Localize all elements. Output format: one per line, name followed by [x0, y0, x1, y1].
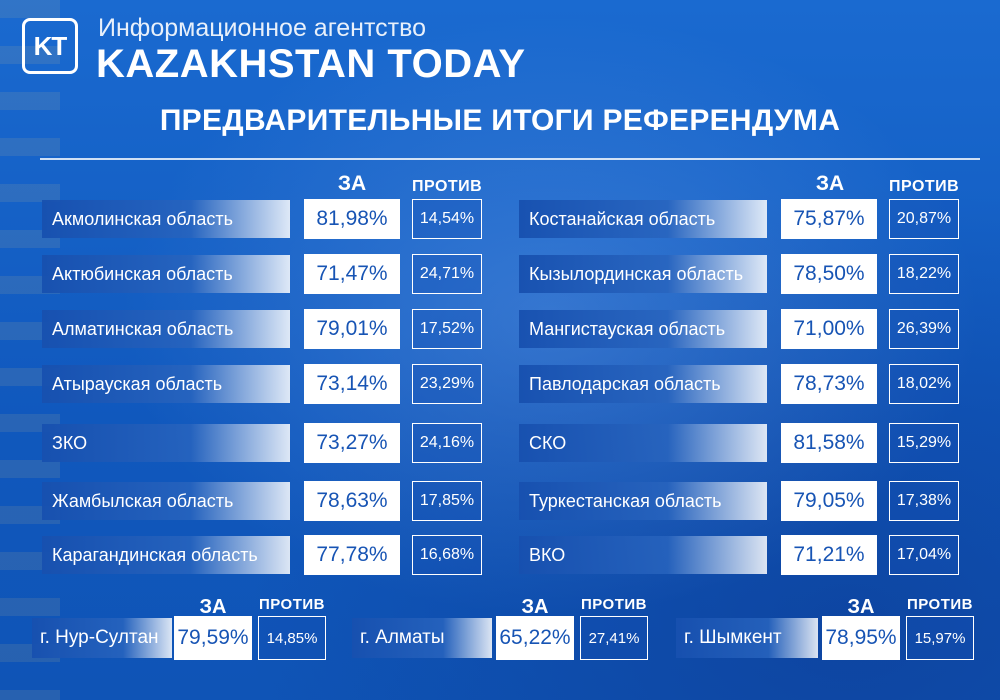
- table-row: Алматинская область 79,01% 17,52%: [42, 309, 482, 349]
- header-protiv-city1: ПРОТИВ: [258, 596, 326, 613]
- header-za-city1: ЗА: [199, 596, 227, 618]
- protiv-value: 15,29%: [889, 423, 959, 463]
- table-row: Туркестанская область 79,05% 17,38%: [519, 481, 959, 521]
- protiv-value: 15,97%: [906, 616, 974, 660]
- header-za-city2: ЗА: [521, 596, 549, 618]
- region-name: ВКО: [519, 536, 767, 574]
- header-protiv-right: ПРОТИВ: [889, 178, 960, 195]
- header-protiv-left: ПРОТИВ: [412, 178, 483, 195]
- table-row: Жамбылская область 78,63% 17,85%: [42, 481, 482, 521]
- table-row: Кызылординская область 78,50% 18,22%: [519, 254, 959, 294]
- region-name: Павлодарская область: [519, 365, 767, 403]
- header-protiv-city2: ПРОТИВ: [580, 596, 648, 613]
- brand-title: KAZAKHSTAN TODAY: [96, 42, 526, 86]
- za-value: 79,59%: [174, 616, 252, 660]
- city-row: г. Алматы 65,22% 27,41%: [352, 616, 649, 660]
- protiv-value: 17,04%: [889, 535, 959, 575]
- protiv-value: 17,52%: [412, 309, 482, 349]
- protiv-value: 20,87%: [889, 199, 959, 239]
- page-title: ПРЕДВАРИТЕЛЬНЫЕ ИТОГИ РЕФЕРЕНДУМА: [159, 104, 841, 137]
- protiv-value: 27,41%: [580, 616, 648, 660]
- city-name: г. Шымкент: [676, 618, 818, 658]
- protiv-value: 17,38%: [889, 481, 959, 521]
- region-name: Алматинская область: [42, 310, 290, 348]
- za-value: 81,98%: [304, 199, 400, 239]
- region-name: Мангистауская область: [519, 310, 767, 348]
- agency-subtitle: Информационное агентство: [98, 14, 427, 42]
- za-value: 65,22%: [496, 616, 574, 660]
- protiv-value: 24,16%: [412, 423, 482, 463]
- table-row: Костанайская область 75,87% 20,87%: [519, 199, 959, 239]
- protiv-value: 24,71%: [412, 254, 482, 294]
- region-name: Атырауская область: [42, 365, 290, 403]
- za-value: 75,87%: [781, 199, 877, 239]
- divider: [40, 158, 980, 160]
- protiv-value: 17,85%: [412, 481, 482, 521]
- za-value: 79,01%: [304, 309, 400, 349]
- protiv-value: 14,54%: [412, 199, 482, 239]
- table-row: Карагандинская область 77,78% 16,68%: [42, 535, 482, 575]
- za-value: 78,63%: [304, 481, 400, 521]
- za-value: 73,27%: [304, 423, 400, 463]
- logo-icon: KT: [22, 18, 78, 74]
- region-name: Туркестанская область: [519, 482, 767, 520]
- city-row: г. Шымкент 78,95% 15,97%: [676, 616, 974, 660]
- za-value: 78,95%: [822, 616, 900, 660]
- protiv-value: 14,85%: [258, 616, 326, 660]
- protiv-value: 23,29%: [412, 364, 482, 404]
- table-row: Атырауская область 73,14% 23,29%: [42, 364, 482, 404]
- table-row: Актюбинская область 71,47% 24,71%: [42, 254, 482, 294]
- city-name: г. Нур-Султан: [32, 618, 172, 658]
- header-protiv-city3: ПРОТИВ: [906, 596, 974, 613]
- protiv-value: 26,39%: [889, 309, 959, 349]
- za-value: 77,78%: [304, 535, 400, 575]
- region-name: СКО: [519, 424, 767, 462]
- city-row: г. Нур-Султан 79,59% 14,85%: [32, 616, 327, 660]
- za-value: 79,05%: [781, 481, 877, 521]
- header-za-city3: ЗА: [847, 596, 875, 618]
- za-value: 73,14%: [304, 364, 400, 404]
- table-row: ЗКО 73,27% 24,16%: [42, 423, 482, 463]
- region-name: Костанайская область: [519, 200, 767, 238]
- region-name: Жамбылская область: [42, 482, 290, 520]
- region-name: Актюбинская область: [42, 255, 290, 293]
- table-row: ВКО 71,21% 17,04%: [519, 535, 959, 575]
- table-row: Павлодарская область 78,73% 18,02%: [519, 364, 959, 404]
- table-row: СКО 81,58% 15,29%: [519, 423, 959, 463]
- header-za-left: ЗА: [337, 172, 367, 195]
- region-name: Акмолинская область: [42, 200, 290, 238]
- protiv-value: 18,02%: [889, 364, 959, 404]
- region-name: ЗКО: [42, 424, 290, 462]
- za-value: 71,21%: [781, 535, 877, 575]
- protiv-value: 16,68%: [412, 535, 482, 575]
- za-value: 78,73%: [781, 364, 877, 404]
- table-row: Акмолинская область 81,98% 14,54%: [42, 199, 482, 239]
- region-name: Кызылординская область: [519, 255, 767, 293]
- za-value: 78,50%: [781, 254, 877, 294]
- header-za-right: ЗА: [815, 172, 845, 195]
- flag-ornament: [0, 0, 60, 700]
- region-name: Карагандинская область: [42, 536, 290, 574]
- protiv-value: 18,22%: [889, 254, 959, 294]
- city-name: г. Алматы: [352, 618, 492, 658]
- za-value: 71,47%: [304, 254, 400, 294]
- table-row: Мангистауская область 71,00% 26,39%: [519, 309, 959, 349]
- za-value: 81,58%: [781, 423, 877, 463]
- za-value: 71,00%: [781, 309, 877, 349]
